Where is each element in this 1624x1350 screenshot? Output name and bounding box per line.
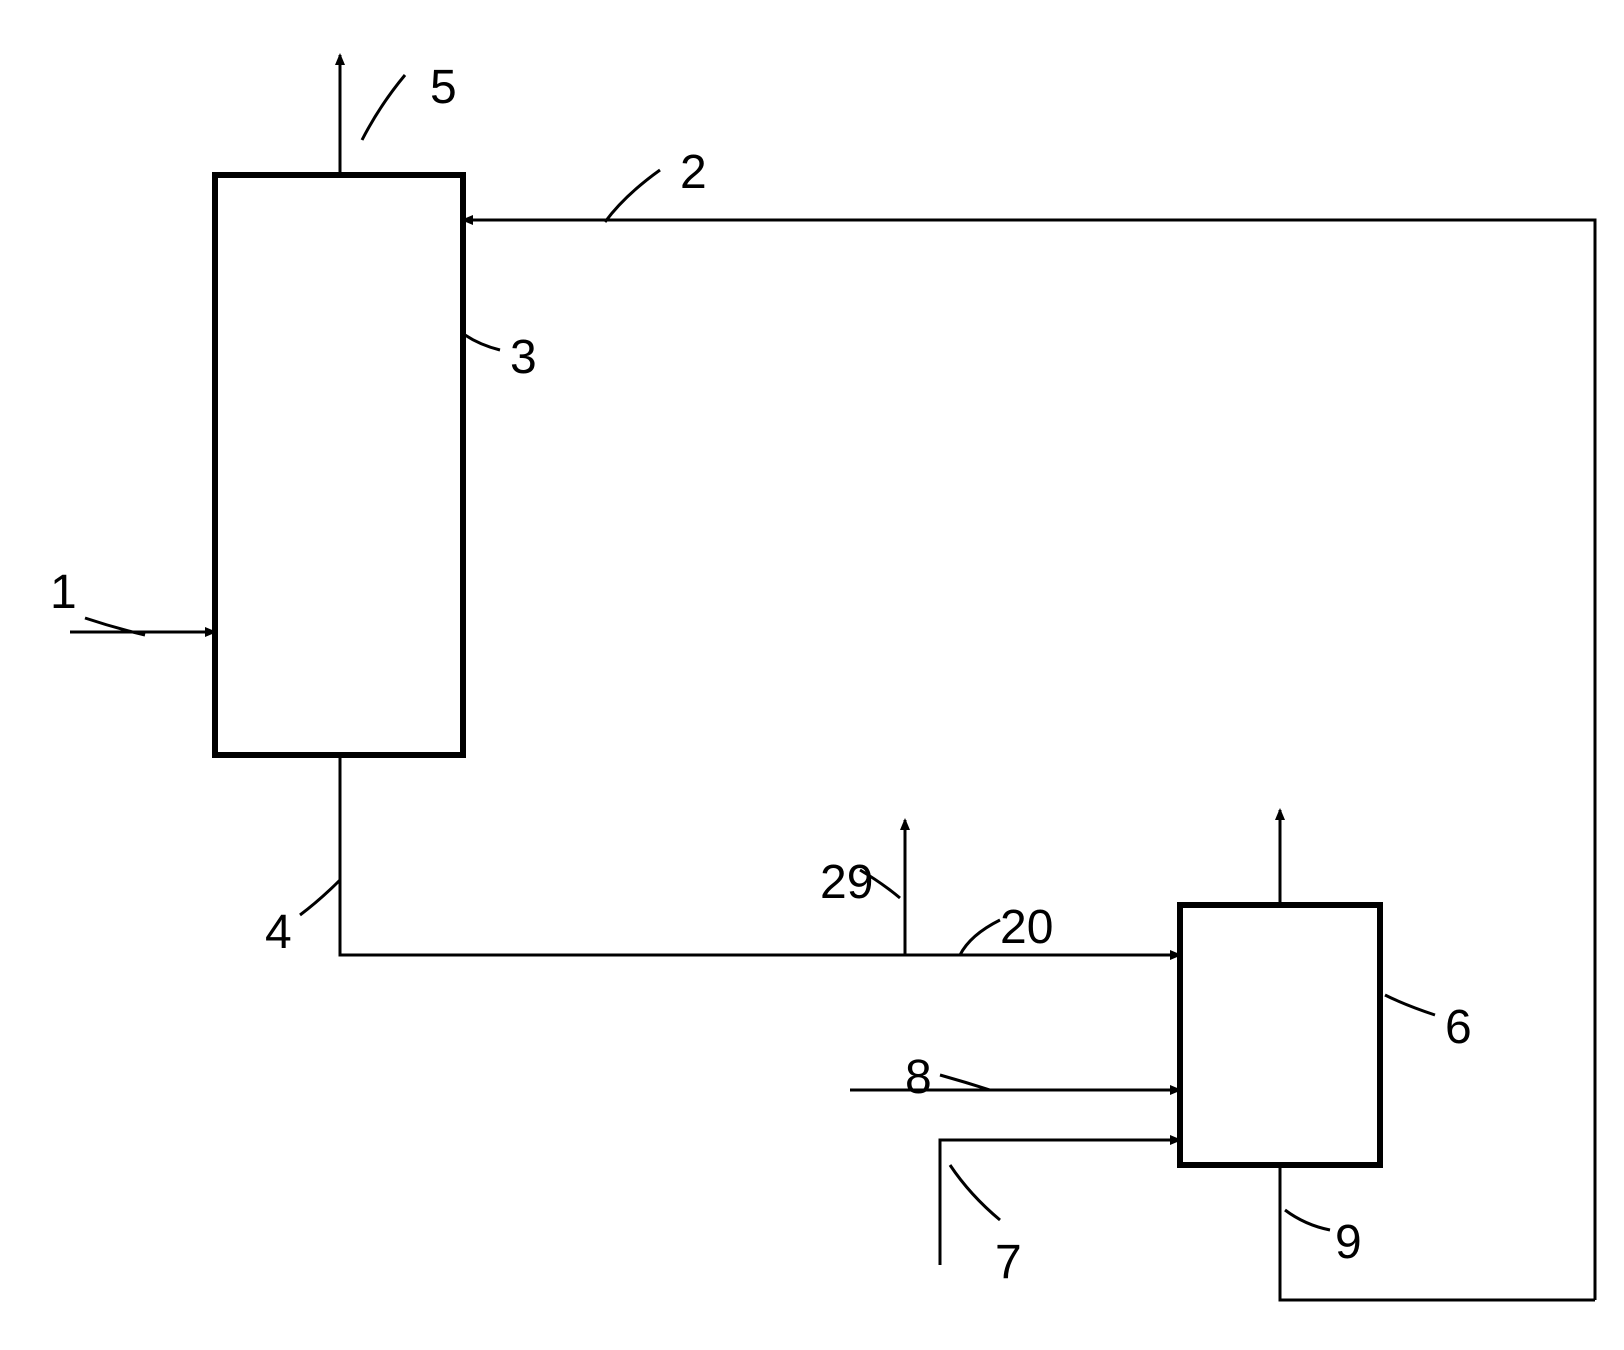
label-9: 9 (1335, 1215, 1362, 1270)
node-box1 (215, 175, 463, 755)
leader-l7 (950, 1165, 1000, 1220)
label-20: 20 (1000, 900, 1053, 955)
label-1: 1 (50, 565, 77, 620)
label-7: 7 (995, 1235, 1022, 1290)
label-5: 5 (430, 60, 457, 115)
arrow-arrow2 (463, 220, 1595, 1300)
arrow-arrow7 (940, 1140, 1180, 1265)
flowchart-svg (0, 0, 1624, 1350)
leader-l20 (960, 920, 1000, 955)
leader-l3 (465, 335, 500, 350)
leader-l8 (940, 1075, 990, 1090)
label-3: 3 (510, 330, 537, 385)
leader-l2 (605, 170, 660, 222)
label-6: 6 (1445, 1000, 1472, 1055)
arrow-arrow4_20 (340, 755, 1180, 955)
label-4: 4 (265, 905, 292, 960)
arrow-arrow9 (1280, 1165, 1595, 1300)
leader-l9 (1285, 1210, 1330, 1230)
label-8: 8 (905, 1050, 932, 1105)
leader-l6 (1385, 995, 1435, 1015)
leader-l4 (300, 880, 340, 915)
label-29: 29 (820, 855, 873, 910)
label-2: 2 (680, 145, 707, 200)
node-box2 (1180, 905, 1380, 1165)
leader-l5 (362, 75, 405, 140)
